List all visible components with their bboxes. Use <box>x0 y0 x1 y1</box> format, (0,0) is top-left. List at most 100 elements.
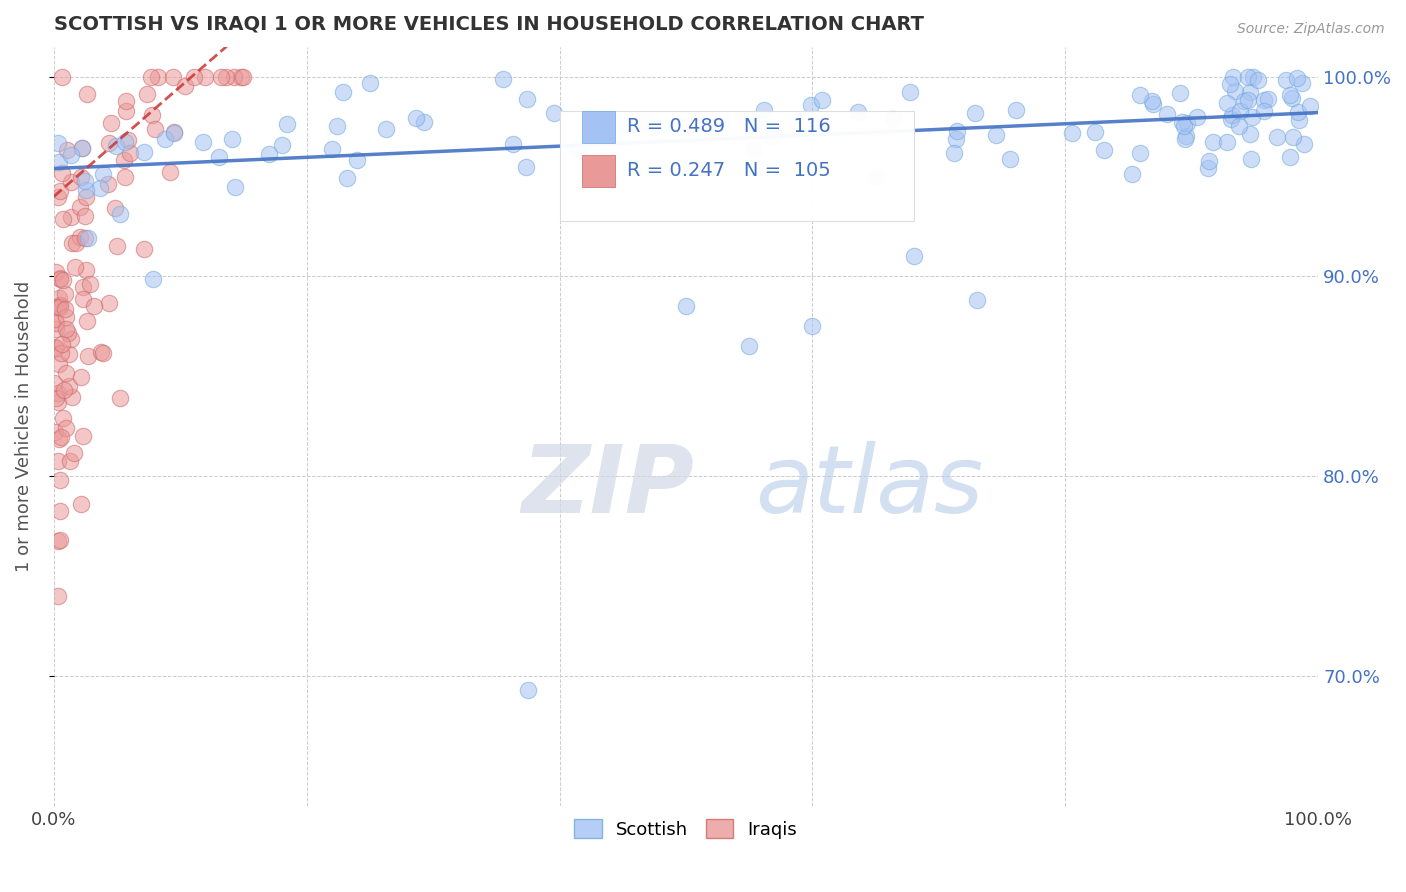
Point <box>118 146 141 161</box>
Point <box>100 116 122 130</box>
Point <box>48 504 70 518</box>
Point <box>115 104 138 119</box>
Point <box>616 120 638 135</box>
Point <box>1299 99 1322 113</box>
Point <box>1241 70 1264 84</box>
Point <box>76 349 98 363</box>
Point <box>56 326 79 340</box>
Point <box>104 139 127 153</box>
Legend: Scottish, Iraqis: Scottish, Iraqis <box>567 813 804 846</box>
Point <box>1286 71 1309 86</box>
Point <box>215 70 238 84</box>
Point <box>139 70 162 84</box>
Point <box>51 336 73 351</box>
Point <box>1257 92 1279 106</box>
Point <box>148 70 170 84</box>
Point <box>53 287 76 301</box>
Point <box>1142 97 1164 112</box>
Point <box>44 340 66 354</box>
Point <box>69 370 91 384</box>
Point <box>1197 161 1219 175</box>
Point <box>75 190 97 204</box>
Point <box>1278 150 1301 164</box>
Point <box>1265 129 1288 144</box>
Point <box>1237 70 1260 84</box>
Point <box>97 178 120 192</box>
Point <box>1060 126 1083 140</box>
Point <box>49 298 72 312</box>
Text: atlas: atlas <box>755 442 984 533</box>
Point <box>51 70 73 84</box>
Point <box>359 76 381 90</box>
Point <box>1233 94 1256 108</box>
Point <box>1171 115 1194 129</box>
Point <box>1129 146 1152 161</box>
Point <box>945 131 967 145</box>
Point <box>754 103 776 117</box>
Point <box>738 339 761 353</box>
Point <box>104 201 127 215</box>
Point <box>1291 76 1313 90</box>
Point <box>1084 125 1107 139</box>
Point <box>162 70 184 84</box>
Point <box>44 376 66 390</box>
Point <box>49 346 72 360</box>
Point <box>48 357 70 371</box>
Point <box>903 249 925 263</box>
Point <box>44 312 66 326</box>
FancyBboxPatch shape <box>560 112 914 221</box>
Point <box>46 589 69 603</box>
Point <box>55 366 77 380</box>
Point <box>232 70 254 84</box>
Point <box>515 161 537 175</box>
Point <box>231 70 253 84</box>
Point <box>945 124 967 138</box>
Point <box>59 333 82 347</box>
Point <box>117 133 139 147</box>
Point <box>194 70 217 84</box>
Text: R = 0.489   N =  116: R = 0.489 N = 116 <box>627 117 831 136</box>
Point <box>811 93 834 107</box>
Point <box>1220 108 1243 122</box>
Point <box>72 280 94 294</box>
Point <box>49 430 72 444</box>
Point <box>183 70 205 84</box>
Point <box>58 347 80 361</box>
Point <box>1173 120 1195 134</box>
Point <box>48 433 70 447</box>
Point <box>91 167 114 181</box>
Point <box>159 165 181 179</box>
Point <box>998 152 1021 166</box>
Point <box>75 174 97 188</box>
Point <box>1219 112 1241 127</box>
Point <box>1274 72 1296 87</box>
Point <box>75 262 97 277</box>
Point <box>90 345 112 359</box>
Point <box>221 132 243 146</box>
Point <box>70 170 93 185</box>
Point <box>1140 94 1163 108</box>
Point <box>114 170 136 185</box>
Point <box>1282 129 1305 144</box>
Point <box>89 181 111 195</box>
Point <box>48 189 70 203</box>
Point <box>69 497 91 511</box>
Point <box>132 242 155 256</box>
Point <box>48 271 70 285</box>
Point <box>943 145 966 160</box>
FancyBboxPatch shape <box>582 155 616 187</box>
Point <box>48 291 70 305</box>
Point <box>865 169 887 184</box>
Point <box>55 421 77 435</box>
Y-axis label: 1 or more Vehicles in Household: 1 or more Vehicles in Household <box>15 281 32 572</box>
Point <box>1227 119 1250 133</box>
Point <box>1215 135 1237 149</box>
Point <box>336 170 359 185</box>
Point <box>46 301 69 315</box>
Point <box>1239 85 1261 99</box>
Point <box>59 148 82 162</box>
Point <box>492 71 515 86</box>
Point <box>73 209 96 223</box>
Point <box>76 314 98 328</box>
Point <box>70 141 93 155</box>
